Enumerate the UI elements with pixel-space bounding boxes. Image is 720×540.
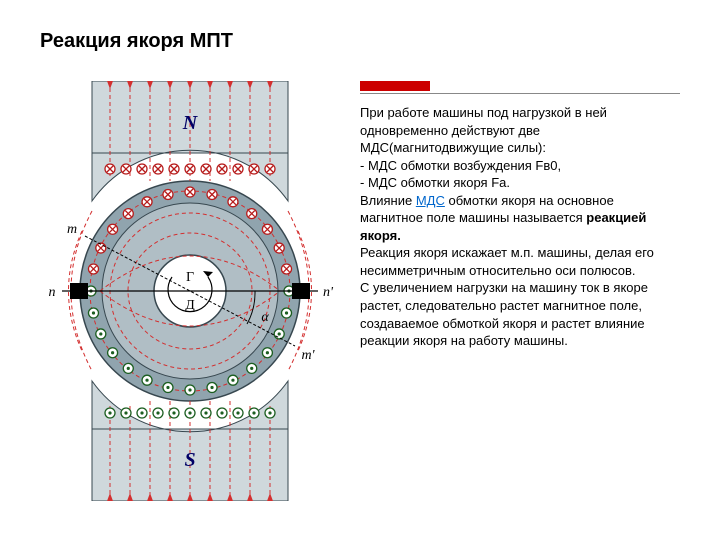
paragraph-2: - МДС обмотки возбуждения Fв0, — [360, 157, 680, 175]
label-alpha: α — [261, 310, 269, 325]
armature-reaction-diagram: N S n n' m m' α Г Д — [40, 81, 340, 501]
label-n-left: n — [49, 285, 56, 300]
brush-right — [292, 283, 310, 299]
divider-line — [360, 93, 680, 94]
content-row: N S n n' m m' α Г Д При работе машины по… — [40, 81, 680, 501]
brush-left — [70, 283, 88, 299]
label-N: N — [182, 112, 199, 134]
label-n-right: n' — [323, 285, 334, 300]
p4-part-a: Влияние — [360, 193, 416, 208]
text-column: При работе машины под нагрузкой в ней од… — [360, 81, 680, 501]
label-S: S — [184, 449, 195, 471]
slide-title: Реакция якоря МПТ — [40, 30, 680, 53]
paragraph-5: Реакция якоря искажает м.п. машины, дела… — [360, 244, 680, 279]
accent-bar — [360, 81, 430, 91]
label-g: Г — [186, 270, 194, 285]
mds-link[interactable]: МДС — [416, 193, 445, 208]
label-m-right: m' — [301, 348, 315, 363]
slide-container: Реакция якоря МПТ — [0, 0, 720, 540]
label-m-left: m — [67, 222, 77, 237]
paragraph-3: - МДС обмотки якоря Fа. — [360, 174, 680, 192]
paragraph-1: При работе машины под нагрузкой в ней од… — [360, 104, 680, 157]
diagram-svg: N S n n' m m' α Г Д — [40, 81, 340, 501]
paragraph-6: С увеличением нагрузки на машину ток в я… — [360, 279, 680, 349]
paragraph-4: Влияние МДС обмотки якоря на основное ма… — [360, 192, 680, 245]
